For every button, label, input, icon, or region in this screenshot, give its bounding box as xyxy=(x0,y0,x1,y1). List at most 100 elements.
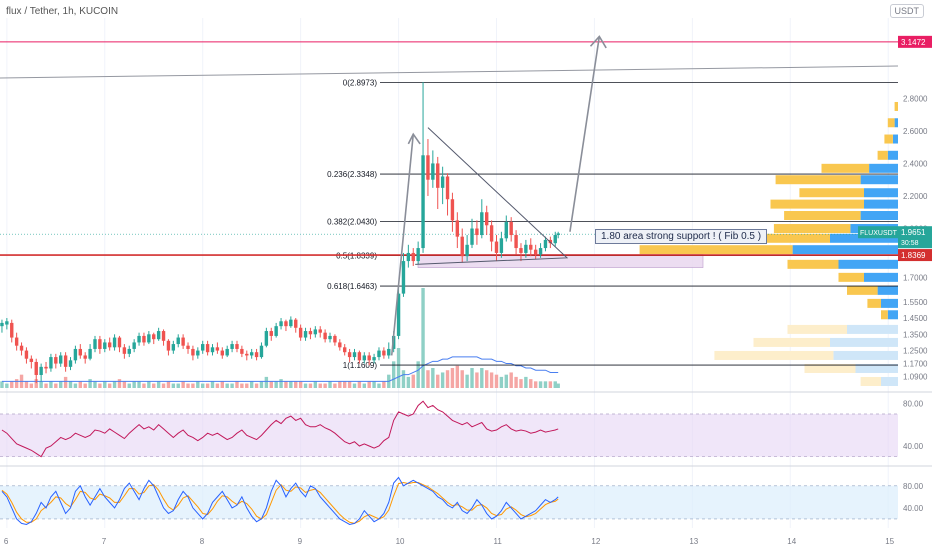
vp-sell-bar xyxy=(860,211,898,221)
vp-sell-bar xyxy=(833,350,898,360)
volume-bar xyxy=(161,383,166,388)
vp-sell-bar xyxy=(864,188,898,198)
candle-body xyxy=(538,248,543,255)
volume-bar xyxy=(411,374,415,388)
x-tick-label: 15 xyxy=(885,537,894,546)
candle-body xyxy=(489,225,494,242)
candle-body xyxy=(230,344,234,349)
candle-body xyxy=(210,347,215,353)
volume-bar xyxy=(367,381,371,388)
trend-line xyxy=(0,65,899,79)
volume-bar xyxy=(470,368,474,388)
volume-bar xyxy=(269,381,273,388)
candle-body xyxy=(191,348,195,356)
volume-bar xyxy=(480,368,484,388)
x-tick-label: 11 xyxy=(493,537,502,546)
volume-bar xyxy=(230,383,234,388)
candle-body xyxy=(338,342,342,348)
candle-body xyxy=(543,239,548,249)
candle-body xyxy=(44,366,48,369)
volume-bar xyxy=(54,383,58,388)
chart-title: flux / Tether, 1h, KUCOIN xyxy=(6,6,119,17)
volume-bar xyxy=(538,381,543,388)
vp-sell-bar xyxy=(877,285,898,295)
candle-body xyxy=(245,353,249,356)
x-tick-label: 6 xyxy=(4,537,9,546)
volume-bar xyxy=(396,348,401,388)
candle-body xyxy=(88,348,92,359)
candle-body xyxy=(382,350,386,356)
volume-bar xyxy=(499,376,504,388)
drawings xyxy=(0,35,899,356)
volume-bar xyxy=(196,381,200,388)
candle-body xyxy=(499,238,504,253)
rsi-line xyxy=(1,400,559,458)
candle-body xyxy=(284,321,288,327)
candle-body xyxy=(137,335,141,343)
candle-body xyxy=(440,176,445,188)
volume-bar xyxy=(107,383,112,388)
candle-body xyxy=(504,222,508,239)
volume-bar xyxy=(88,379,92,388)
candle-body xyxy=(548,239,553,244)
candle-body xyxy=(436,163,440,188)
volume-bar xyxy=(333,383,337,388)
volume-bar xyxy=(362,383,366,388)
fib-levels: 0(2.8973) 0.236(2.3348) 0.382(2.0430) 0.5(1… xyxy=(0,41,898,370)
candle-body xyxy=(14,337,19,346)
y-tick-label: 1.1700 xyxy=(903,360,928,369)
support-annotation[interactable]: 1.80 area strong support ! ( Fib 0.5 ) xyxy=(595,229,768,244)
volume-bar xyxy=(156,381,161,388)
currency-button[interactable]: USDT xyxy=(889,4,924,18)
volume-bar xyxy=(166,381,171,388)
vp-sell-bar xyxy=(855,363,898,373)
volume-bar xyxy=(132,381,136,388)
countdown-tag: 30:58 xyxy=(901,240,919,247)
candle-body xyxy=(73,348,78,361)
candle-body xyxy=(63,355,68,367)
support-tag-bg xyxy=(898,249,932,262)
x-tick-label: 9 xyxy=(298,537,303,546)
volume-bar xyxy=(24,381,29,388)
candle-body xyxy=(352,352,357,358)
volume-bar xyxy=(171,383,176,388)
volume-profile xyxy=(639,101,898,386)
volume-bar xyxy=(338,381,342,388)
volume-bar xyxy=(215,383,220,388)
resistance-tag: 3.1472 xyxy=(901,38,926,47)
volume-bar xyxy=(137,381,141,388)
arrow-head xyxy=(407,132,421,145)
y-tick-label: 2.6000 xyxy=(903,127,928,136)
volume-bar xyxy=(548,381,553,388)
price-axis: 6 7 8 9 10 11 12 13 14 15 2.8000 2.6000 2.4000 2.2000… xyxy=(4,35,932,546)
volume-bar xyxy=(377,383,381,388)
candle-body xyxy=(259,345,264,358)
y-tick-label: 1.7000 xyxy=(903,273,928,282)
candle-body xyxy=(475,228,479,236)
vp-sell-bar xyxy=(869,163,898,173)
candle-body xyxy=(396,293,401,336)
volume-bar xyxy=(122,381,127,388)
vp-buy-bar xyxy=(773,224,851,234)
candle-body xyxy=(387,348,391,356)
volume-bar xyxy=(63,376,68,388)
volume-bar xyxy=(357,381,362,388)
candle-body xyxy=(401,261,406,294)
candle-body xyxy=(333,335,337,343)
x-tick-label: 12 xyxy=(591,537,600,546)
candle-body xyxy=(107,342,112,348)
y-tick-label: 1.3500 xyxy=(903,330,928,339)
volume-bar xyxy=(529,379,533,388)
volume-bar xyxy=(328,381,332,388)
candle-body xyxy=(39,366,43,375)
vp-sell-bar xyxy=(860,175,898,185)
rsi-tick-label: 40.00 xyxy=(903,442,924,451)
vp-buy-bar xyxy=(867,298,881,308)
volume-bar xyxy=(426,370,430,388)
vp-sell-bar xyxy=(830,233,898,243)
volume-ma-line xyxy=(1,356,559,382)
candle-body xyxy=(274,326,278,336)
vp-sell-bar xyxy=(892,134,898,144)
volume-bar xyxy=(298,381,303,388)
